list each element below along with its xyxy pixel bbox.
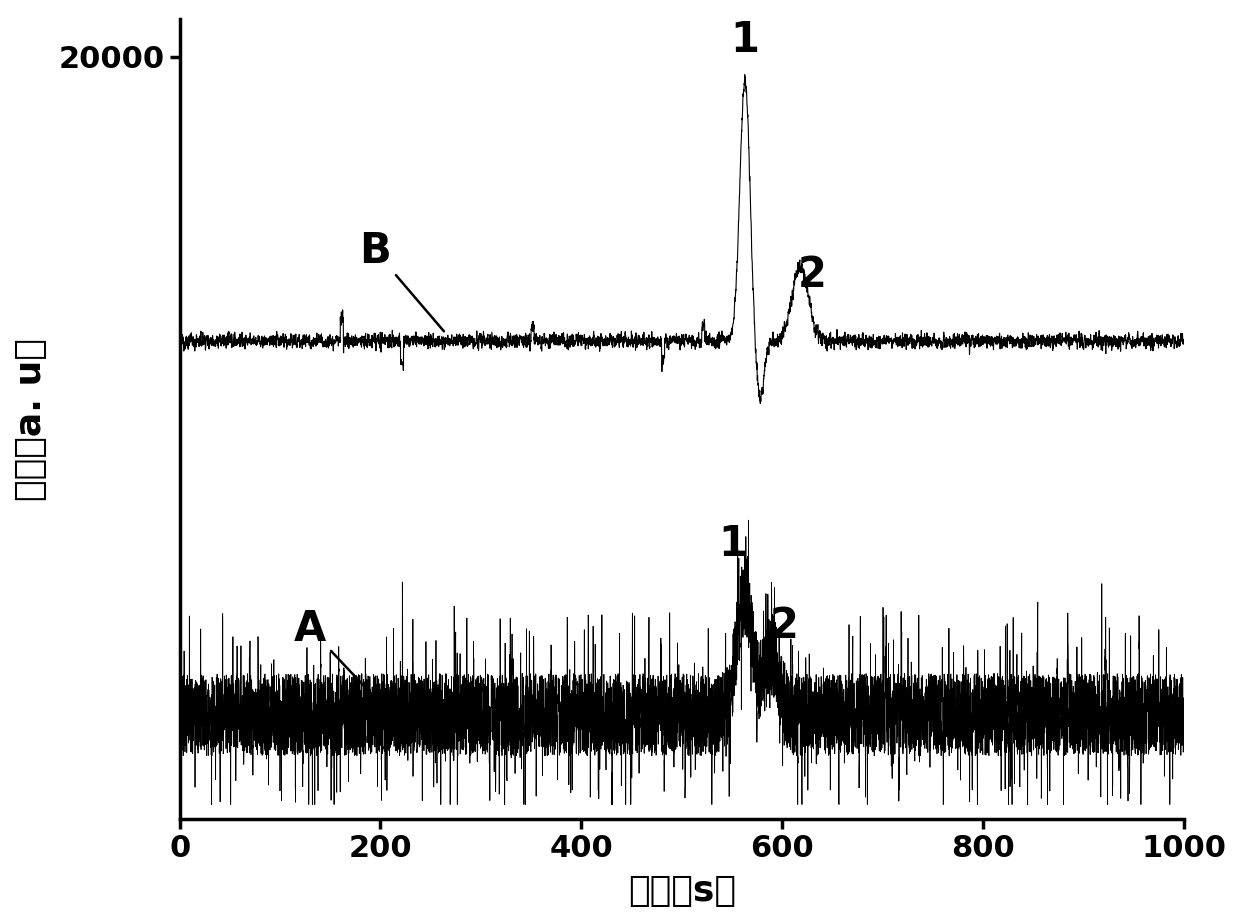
Text: 1: 1 (718, 523, 748, 565)
Text: 2: 2 (770, 606, 799, 647)
Text: A: A (294, 608, 378, 702)
Y-axis label: 强度（a. u）: 强度（a. u） (14, 338, 48, 501)
Text: 2: 2 (797, 254, 827, 296)
X-axis label: 时间（s）: 时间（s） (627, 874, 735, 908)
Text: B: B (360, 230, 444, 331)
Text: 1: 1 (730, 18, 759, 61)
